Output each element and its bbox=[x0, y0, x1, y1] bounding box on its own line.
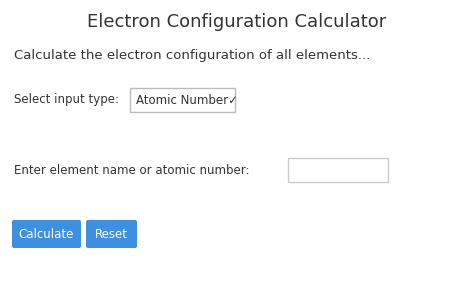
Text: Electron Configuration Calculator: Electron Configuration Calculator bbox=[87, 13, 387, 31]
FancyBboxPatch shape bbox=[12, 220, 81, 248]
FancyBboxPatch shape bbox=[288, 158, 388, 182]
FancyBboxPatch shape bbox=[130, 88, 235, 112]
Text: Calculate the electron configuration of all elements...: Calculate the electron configuration of … bbox=[14, 49, 370, 61]
Text: Reset: Reset bbox=[95, 227, 128, 241]
Text: Atomic Number✓: Atomic Number✓ bbox=[136, 94, 238, 106]
FancyBboxPatch shape bbox=[86, 220, 137, 248]
Text: Enter element name or atomic number:: Enter element name or atomic number: bbox=[14, 164, 249, 176]
Text: Select input type:: Select input type: bbox=[14, 94, 119, 106]
Text: Calculate: Calculate bbox=[19, 227, 74, 241]
